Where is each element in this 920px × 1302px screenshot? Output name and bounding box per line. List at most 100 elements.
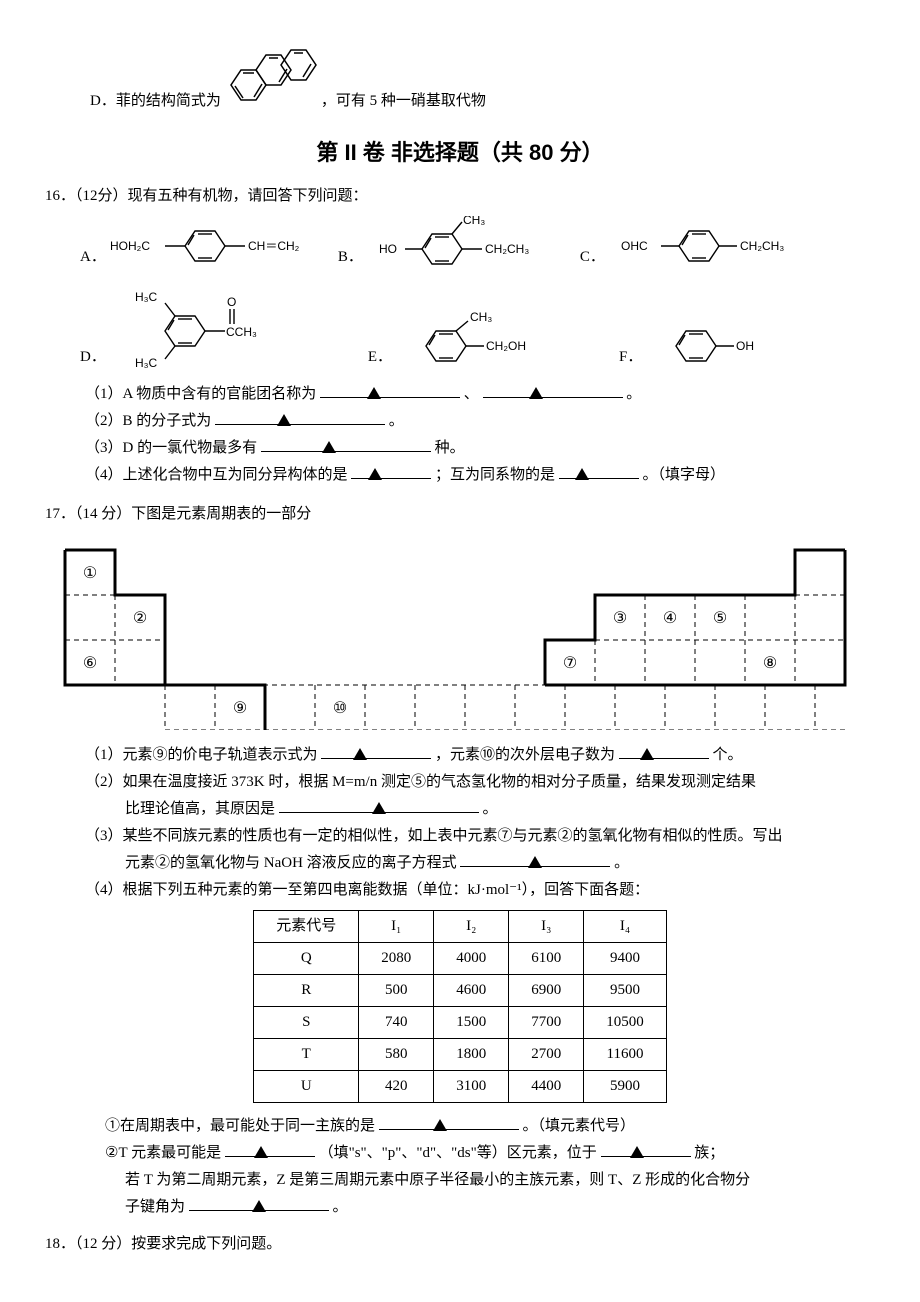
blank-fill[interactable]: [321, 742, 431, 760]
q16-sub4-end: 。（填字母）: [643, 467, 726, 483]
triangle-icon: [252, 1200, 266, 1212]
q17-sub3-cont: 元素②的氢氧化物与 NaOH 溶液反应的离子方程式 。: [125, 850, 875, 877]
svg-text:⑤: ⑤: [713, 610, 727, 627]
q17-sub4-2b: 若 T 为第二周期元素，Z 是第三周期元素中原子半径最小的主族元素，则 T、Z …: [125, 1167, 875, 1194]
svg-text:⑩: ⑩: [333, 700, 347, 717]
q16-stem: 16．（12分）现有五种有机物，请回答下列问题：: [45, 183, 875, 210]
svg-text:OHC: OHC: [621, 239, 648, 253]
q17-sub4-2-pre: ②T 元素最可能是: [105, 1145, 221, 1161]
table-cell: 500: [359, 974, 434, 1006]
blank-fill[interactable]: [460, 850, 610, 868]
q17-sub4-2-mid1: （填"s"、"p"、"d"、"ds"等）区元素，位于: [319, 1145, 597, 1161]
q17-sub1: （1）元素⑨的价电子轨道表示式为 ，元素⑩的次外层电子数为 个。: [85, 742, 875, 769]
svg-text:H₃C: H₃C: [135, 290, 158, 304]
q16-mol-row-2: D． H₃C H₃C O CCH₃: [80, 281, 875, 371]
q16-sub1-mid: 、: [464, 386, 479, 402]
q17-sub3-a: （3）某些不同族元素的性质也有一定的相似性，如上表中元素⑦与元素②的氢氧化物有相…: [85, 828, 783, 844]
blank-fill[interactable]: [483, 381, 623, 399]
table-row: S 740 1500 7700 10500: [254, 1006, 667, 1038]
table-cell: 5900: [584, 1070, 667, 1102]
q17-sub2-cont: 比理论值高，其原因是 。: [125, 796, 875, 823]
triangle-icon: [575, 468, 589, 480]
mol-label-b: B．: [338, 244, 363, 271]
table-cell: 11600: [584, 1038, 667, 1070]
triangle-icon: [322, 441, 336, 453]
blank-fill[interactable]: [619, 742, 709, 760]
q17-sub4-1-pre: ①在周期表中，最可能处于同一主族的是: [105, 1118, 375, 1134]
table-header-row: 元素代号 I₁ I₂ I₃ I₄: [254, 910, 667, 942]
ionization-energy-table: 元素代号 I₁ I₂ I₃ I₄ Q 2080 4000 6100 9400 R…: [253, 910, 667, 1103]
q17-sub2-end: 。: [483, 801, 498, 817]
q17-sub2: （2）如果在温度接近 373K 时，根据 M=m/n 测定⑤的气态氢化物的相对分…: [85, 769, 875, 796]
phenanthrene-structure-icon: [221, 40, 321, 115]
svg-text:CH₂CH₃: CH₂CH₃: [740, 239, 784, 253]
blank-fill[interactable]: [320, 381, 460, 399]
blank-fill[interactable]: [351, 462, 431, 480]
q17-sub4-1-end: 。（填元素代号）: [523, 1118, 636, 1134]
table-cell: 2080: [359, 942, 434, 974]
blank-fill[interactable]: [261, 435, 431, 453]
table-cell: 9500: [584, 974, 667, 1006]
molecule-f-icon: OH: [646, 321, 766, 371]
q16-sub1-end: 。: [626, 386, 641, 402]
table-row: U 420 3100 4400 5900: [254, 1070, 667, 1102]
periodic-table-fragment: ① ② ③ ④ ⑤ ⑥ ⑦ ⑧ ⑨ ⑩: [55, 540, 875, 730]
triangle-icon: [433, 1119, 447, 1131]
table-cell: 10500: [584, 1006, 667, 1038]
mol-label-f: F．: [619, 344, 642, 371]
q16-sub1-pre: （1）A 物质中含有的官能团名称为: [85, 386, 316, 402]
table-cell: U: [254, 1070, 359, 1102]
q17-sub4-2c-end: 。: [333, 1199, 348, 1215]
table-cell: Q: [254, 942, 359, 974]
table-cell: 1800: [434, 1038, 509, 1070]
table-cell: 6100: [509, 942, 584, 974]
q17-sub4-2-mid2: 族；: [694, 1145, 724, 1161]
triangle-icon: [372, 802, 386, 814]
molecule-d-icon: H₃C H₃C O CCH₃: [110, 281, 280, 371]
svg-text:CH₂OH: CH₂OH: [486, 339, 526, 353]
q16-sub3: （3）D 的一氯代物最多有 种。: [85, 435, 875, 462]
blank-fill[interactable]: [189, 1194, 329, 1212]
svg-text:CH₃: CH₃: [463, 216, 485, 227]
triangle-icon: [528, 856, 542, 868]
q16-sub1: （1）A 物质中含有的官能团名称为 、 。: [85, 381, 875, 408]
table-cell: 6900: [509, 974, 584, 1006]
triangle-icon: [254, 1146, 268, 1158]
q17-sub1-mid: ，元素⑩的次外层电子数为: [435, 747, 615, 763]
q16-sub3-pre: （3）D 的一氯代物最多有: [85, 440, 257, 456]
table-cell: 4400: [509, 1070, 584, 1102]
q17-sub3-end: 。: [614, 855, 629, 871]
blank-fill[interactable]: [559, 462, 639, 480]
svg-text:HO: HO: [379, 242, 397, 256]
blank-fill[interactable]: [379, 1113, 519, 1131]
svg-text:③: ③: [613, 610, 627, 627]
table-row: R 500 4600 6900 9500: [254, 974, 667, 1006]
molecule-a-icon: HOH₂C CH＝CH₂: [110, 221, 310, 271]
blank-fill[interactable]: [279, 796, 479, 814]
q17-sub4-1: ①在周期表中，最可能处于同一主族的是 。（填元素代号）: [105, 1113, 875, 1140]
blank-fill[interactable]: [215, 408, 385, 426]
blank-fill[interactable]: [225, 1140, 315, 1158]
q16-sub4-mid: ；互为同系物的是: [435, 467, 555, 483]
blank-fill[interactable]: [601, 1140, 691, 1158]
table-cell: 9400: [584, 942, 667, 974]
q16-sub2-pre: （2）B 的分子式为: [85, 413, 211, 429]
option-d-text-post: ，可有 5 种一硝基取代物: [321, 88, 486, 115]
table-header: 元素代号: [254, 910, 359, 942]
q16-sub4: （4）上述化合物中互为同分异构体的是 ；互为同系物的是 。（填字母）: [85, 462, 875, 489]
q17-sub2-a: （2）如果在温度接近 373K 时，根据 M=m/n 测定⑤的气态氢化物的相对分…: [85, 774, 756, 790]
table-cell: 3100: [434, 1070, 509, 1102]
table-header: I₄: [584, 910, 667, 942]
triangle-icon: [640, 748, 654, 760]
table-cell: 4600: [434, 974, 509, 1006]
table-header: I₃: [509, 910, 584, 942]
option-d-text-pre: D．菲的结构简式为: [90, 88, 221, 115]
table-header: I₁: [359, 910, 434, 942]
table-cell: 4000: [434, 942, 509, 974]
q17-sub3-b: 元素②的氢氧化物与 NaOH 溶液反应的离子方程式: [125, 855, 457, 871]
q16-sub2-end: 。: [389, 413, 404, 429]
table-header: I₂: [434, 910, 509, 942]
triangle-icon: [529, 387, 543, 399]
triangle-icon: [367, 387, 381, 399]
svg-text:CCH₃: CCH₃: [226, 325, 257, 339]
